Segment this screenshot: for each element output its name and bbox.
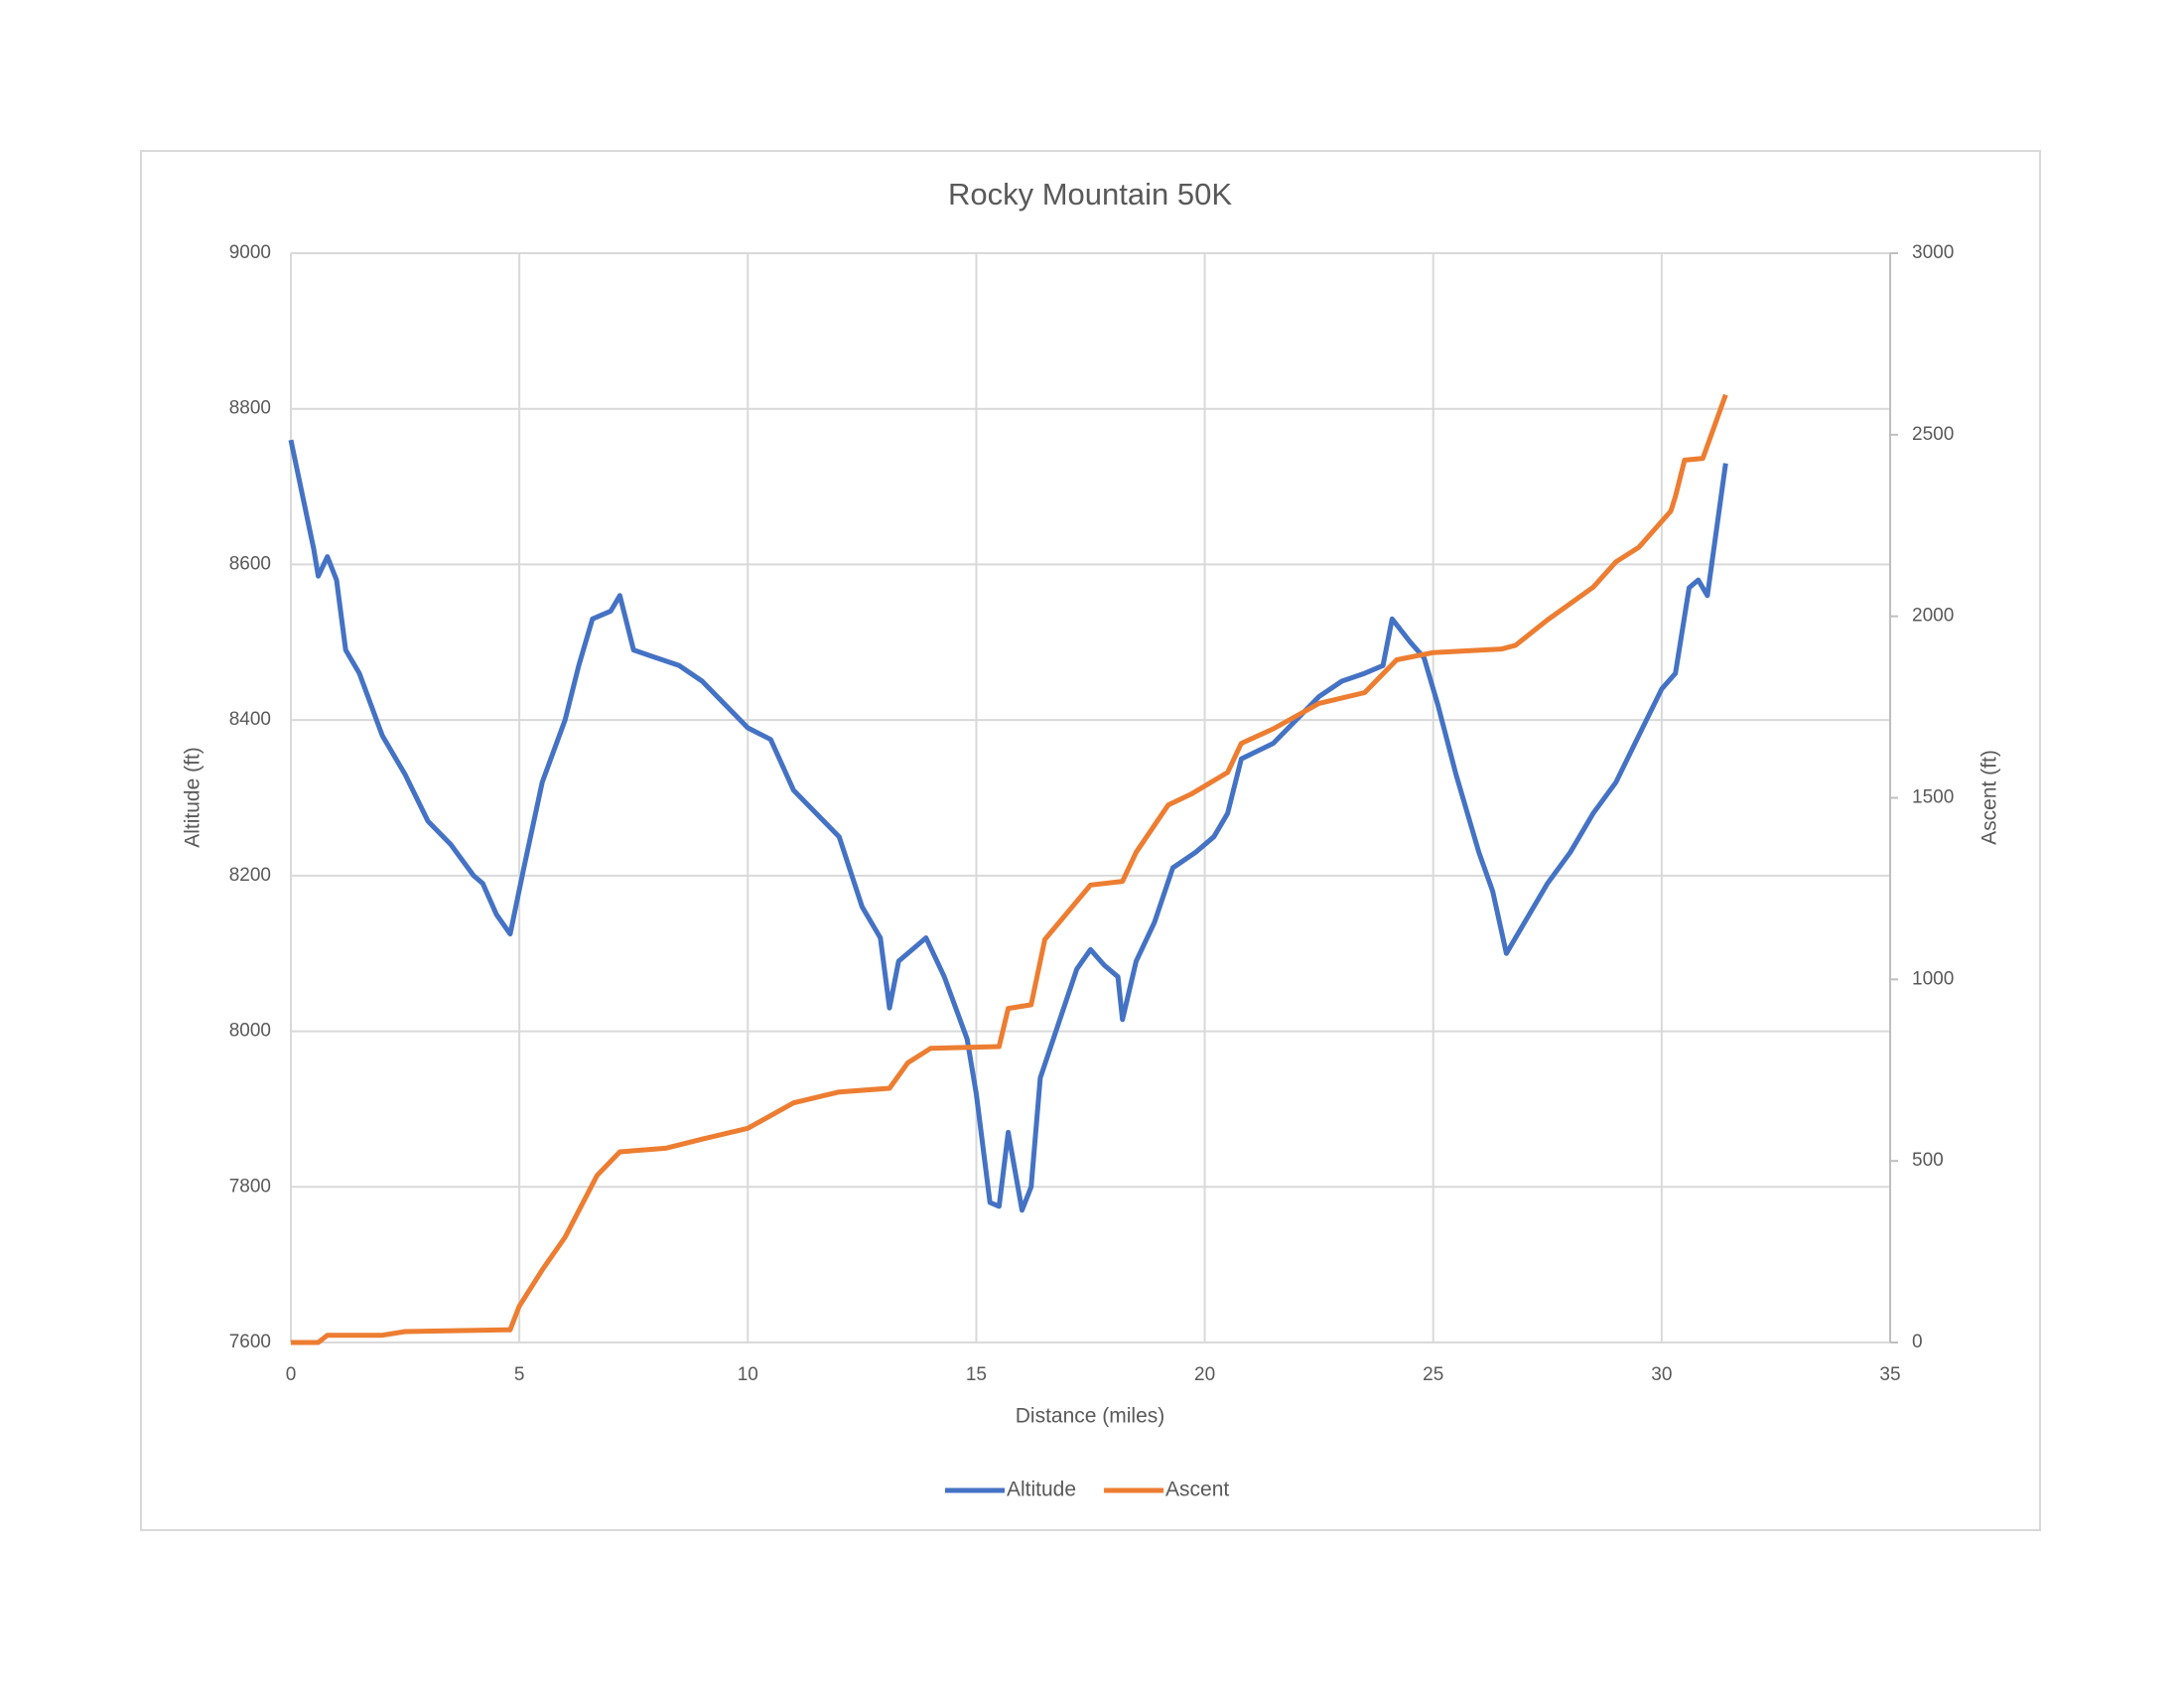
y-tick-label: 8800 (229, 398, 271, 419)
y-tick-label: 8000 (229, 1021, 271, 1042)
series-line (288, 439, 1728, 1213)
legend-label: Ascent (1165, 1479, 1229, 1501)
y2-tick-label: 1000 (1912, 968, 1954, 989)
x-tick-label: 25 (1423, 1364, 1443, 1385)
y2-axis-label: Ascent (ft) (1979, 750, 2001, 845)
y-tick-label: 8600 (229, 553, 271, 574)
chart-frame (140, 150, 2041, 1531)
y-tick-label: 7800 (229, 1176, 271, 1197)
y2-tick-label: 3000 (1912, 242, 1954, 263)
x-tick-label: 5 (514, 1364, 525, 1385)
x-tick-label: 30 (1651, 1364, 1672, 1385)
x-tick-label: 0 (286, 1364, 297, 1385)
y-tick-label: 8200 (229, 865, 271, 886)
y2-tick-label: 0 (1912, 1332, 1923, 1352)
y2-tick-label: 2000 (1912, 606, 1954, 627)
y-tick-label: 8400 (229, 709, 271, 730)
y2-tick-label: 500 (1912, 1150, 1944, 1171)
y-axis-label: Altitude (ft) (182, 747, 205, 848)
y-tick-label: 7600 (229, 1332, 271, 1352)
x-tick-label: 35 (1879, 1364, 1900, 1385)
y2-tick-label: 1500 (1912, 787, 1954, 808)
x-axis-label: Distance (miles) (1016, 1405, 1165, 1428)
series-line (291, 393, 1728, 1345)
x-tick-label: 20 (1194, 1364, 1215, 1385)
x-tick-label: 15 (966, 1364, 987, 1385)
x-tick-label: 10 (738, 1364, 758, 1385)
y2-tick-label: 2500 (1912, 424, 1954, 445)
legend-label: Altitude (1007, 1479, 1076, 1501)
chart-title: Rocky Mountain 50K (948, 177, 1232, 212)
y-tick-label: 9000 (229, 242, 271, 263)
